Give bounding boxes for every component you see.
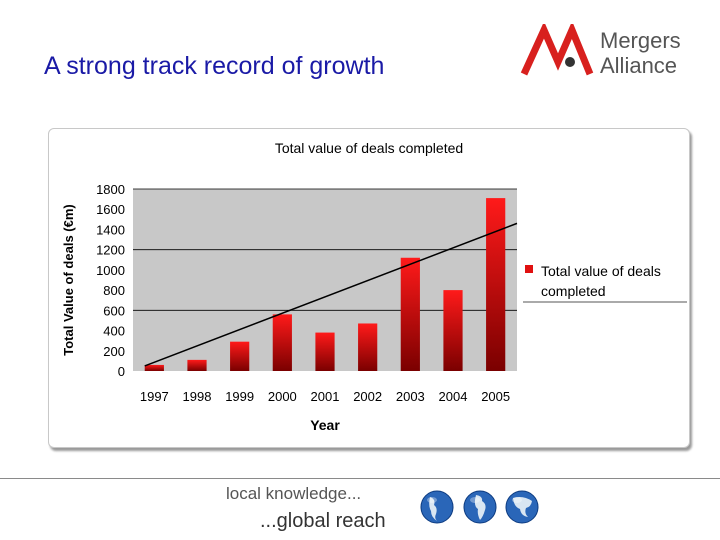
legend-label-line2: completed — [541, 283, 606, 299]
bar-2001 — [315, 332, 335, 371]
logo-text-alliance: Alliance — [600, 53, 677, 78]
chart-title: Total value of deals completed — [275, 140, 463, 156]
bar-1998 — [187, 359, 207, 371]
y-tick-label: 800 — [103, 283, 125, 298]
slide-title: A strong track record of growth — [44, 52, 385, 80]
y-tick-label: 1200 — [96, 243, 125, 258]
globe-icon-americas — [420, 490, 454, 524]
x-tick-label: 1997 — [140, 389, 169, 404]
logo-text-mergers: Mergers — [600, 28, 681, 53]
trendline — [144, 222, 518, 367]
bar-1999 — [230, 341, 250, 371]
x-tick-label: 2005 — [481, 389, 510, 404]
y-tick-label: 1400 — [96, 222, 125, 237]
chart: Total value of deals completed 0 200 400 60… — [61, 140, 687, 433]
x-tick-label: 2003 — [396, 389, 425, 404]
x-axis-label: Year — [310, 417, 340, 433]
globe-icon-europe-africa — [463, 490, 497, 524]
legend-swatch — [525, 265, 533, 273]
tagline-local-knowledge: local knowledge... — [226, 484, 362, 503]
logo-dot — [565, 57, 575, 67]
legend: Total value of deals completed — [523, 263, 687, 303]
mergers-alliance-logo: Mergers Alliance — [520, 24, 681, 78]
legend-label-line1: Total value of deals — [541, 263, 661, 279]
x-tick-label: 2001 — [311, 389, 340, 404]
bar-2003 — [400, 257, 420, 371]
y-tick-label: 1600 — [96, 202, 125, 217]
x-tick-label: 2000 — [268, 389, 297, 404]
y-axis-label: Total Value of deals (€m) — [61, 204, 76, 355]
x-tick-label: 1998 — [183, 389, 212, 404]
footer-divider — [0, 478, 720, 479]
y-tick-label: 1000 — [96, 263, 125, 278]
tagline-global-reach: ...global reach — [260, 510, 386, 532]
bar-2000 — [272, 314, 292, 371]
y-tick-label: 1800 — [96, 182, 125, 197]
y-tick-label: 0 — [118, 364, 125, 379]
logo-m-mark — [520, 24, 594, 76]
x-tick-label: 2002 — [353, 389, 382, 404]
bar-1997 — [144, 364, 164, 371]
bar-2005 — [486, 198, 506, 371]
y-tick-label: 400 — [103, 324, 125, 339]
bar-2002 — [358, 323, 378, 371]
x-tick-label: 2004 — [439, 389, 468, 404]
chart-frame: Total value of deals completed 0 200 400 60… — [48, 128, 690, 448]
y-tick-label: 600 — [103, 303, 125, 318]
bar-2004 — [443, 290, 463, 371]
y-tick-label: 200 — [103, 344, 125, 359]
globe-icon-asia — [505, 490, 539, 524]
x-tick-label: 1999 — [225, 389, 254, 404]
